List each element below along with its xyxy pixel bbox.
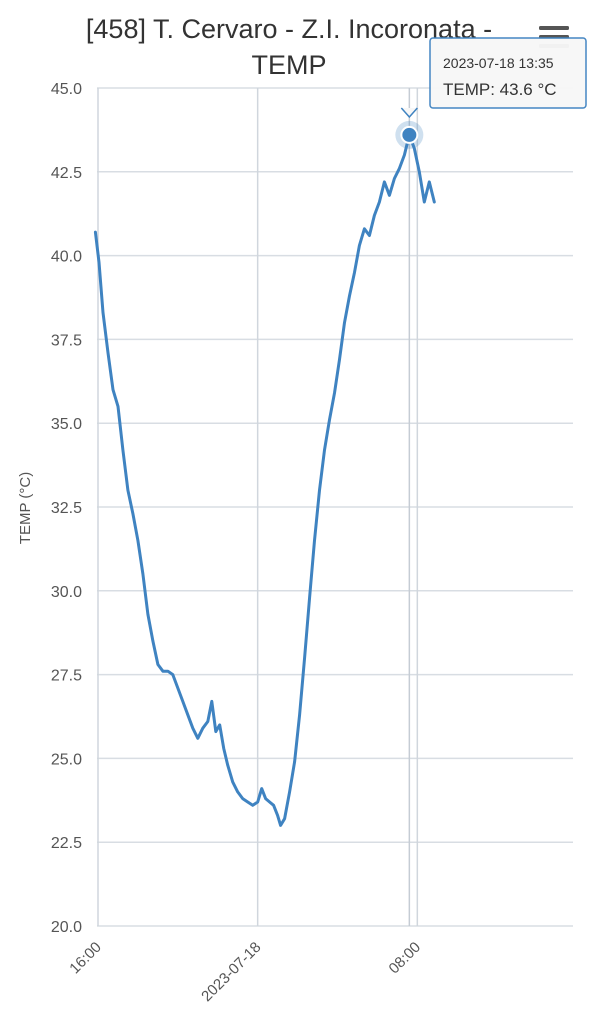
y-tick-label: 25.0 [51, 751, 82, 768]
tooltip: 2023-07-18 13:35 TEMP: 43.6 °C [395, 37, 587, 149]
x-tick-label: 2023-07-18 [198, 939, 264, 1005]
y-axis-ticks: 20.0 22.5 25.0 27.5 30.0 32.5 35.0 37.5 40.0 42.5… [51, 81, 82, 936]
series-line [93, 133, 436, 827]
chart-title-line2: TEMP [251, 50, 326, 80]
y-axis-label: TEMP (°C) [17, 472, 34, 544]
tooltip-pointer [400, 107, 418, 119]
y-tick-label: 30.0 [51, 584, 82, 601]
tooltip-date: 2023-07-18 13:35 [443, 55, 554, 71]
y-tick-label: 32.5 [51, 500, 82, 517]
hover-marker [400, 125, 419, 144]
grid-lines [97, 87, 573, 927]
x-tick-label: 08:00 [386, 939, 425, 978]
chart-title-line1: [458] T. Cervaro - Z.I. Incoronata - [86, 14, 492, 44]
tooltip-value: TEMP: 43.6 °C [443, 80, 557, 99]
y-tick-label: 40.0 [51, 249, 82, 266]
y-tick-label: 37.5 [51, 332, 82, 349]
series-group [93, 133, 436, 827]
y-tick-label: 20.0 [51, 919, 82, 936]
x-tick-label: 16:00 [66, 939, 105, 978]
y-tick-label: 42.5 [51, 165, 82, 182]
y-tick-label: 45.0 [51, 81, 82, 98]
x-axis-ticks: 16:00 2023-07-18 08:00 [66, 939, 424, 1005]
y-tick-label: 22.5 [51, 835, 82, 852]
tooltip-box [429, 37, 587, 109]
y-tick-label: 35.0 [51, 416, 82, 433]
y-tick-label: 27.5 [51, 668, 82, 685]
